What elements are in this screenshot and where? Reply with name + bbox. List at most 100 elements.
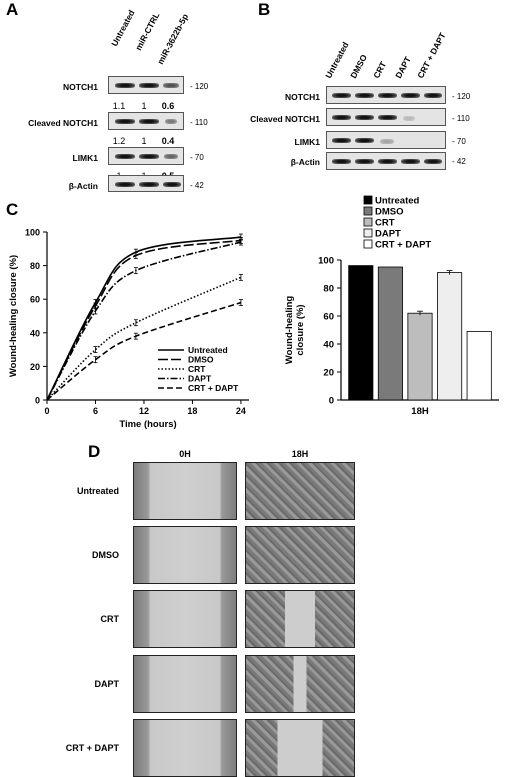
micrograph-18h (245, 718, 355, 777)
y-tick-label: 60 (323, 312, 334, 323)
row-label: DAPT (94, 678, 120, 689)
y-axis-label-line: Wound-healing (284, 296, 295, 365)
micrograph-18h (245, 526, 355, 585)
legend-label: Untreated (188, 345, 228, 355)
legend-label: CRT + DAPT (375, 240, 431, 251)
kda-marker: - 42 (452, 157, 466, 166)
row-label: Untreated (76, 486, 119, 496)
legend-swatch (363, 239, 373, 249)
bar (407, 312, 433, 401)
x-tick-label: 12 (139, 406, 149, 416)
x-tick-label: 6 (93, 406, 98, 416)
legend-label: DMSO (375, 207, 404, 218)
lane-header: miR-3622b-5p (155, 12, 191, 67)
blot-strip (326, 131, 446, 149)
legend-label: CRT (188, 364, 206, 374)
column-header: 18H (291, 449, 309, 459)
blot-strip (326, 152, 446, 170)
series-line (46, 239, 242, 401)
y-tick-label: 100 (318, 256, 334, 267)
lane-header: Untreated (323, 40, 351, 80)
y-tick-label: 80 (323, 284, 334, 295)
kda-marker: - 120 (190, 82, 209, 91)
micrograph-0h (133, 654, 237, 713)
blot-strip (108, 112, 184, 130)
quant-value: 1.2 (112, 136, 126, 146)
kda-marker: - 42 (190, 181, 204, 190)
kda-marker: - 70 (190, 153, 204, 162)
bar (377, 266, 403, 401)
legend-swatch (363, 206, 373, 216)
x-axis-label: Time (hours) (119, 419, 176, 430)
micrograph-0h (133, 462, 237, 520)
kda-marker: - 110 (190, 118, 208, 127)
bar (348, 265, 374, 401)
blot-strip (108, 175, 184, 192)
lane-header: CRT + DAPT (415, 30, 448, 80)
lane-header: CRT (371, 59, 389, 80)
blot-strip (326, 86, 446, 104)
blot-row-label: Cleaved NOTCH1 (250, 114, 320, 124)
y-tick-label: 40 (30, 328, 40, 338)
y-tick-label: 20 (323, 368, 334, 379)
y-tick-label: 0 (35, 396, 40, 406)
blot-strip (108, 76, 184, 94)
y-tick-label: 0 (329, 396, 334, 407)
kda-marker: - 70 (452, 137, 466, 146)
x-tick-label: 18 (187, 406, 197, 416)
panel-c-letter: C (6, 200, 19, 219)
legend-label: DAPT (375, 229, 401, 240)
blot-row-label: NOTCH1 (63, 82, 98, 92)
y-tick-label: 20 (30, 362, 40, 372)
legend-label: CRT (375, 218, 395, 229)
kda-marker: - 110 (452, 114, 470, 123)
y-axis-label: Wound-healing closure (%) (8, 255, 19, 377)
row-label: DMSO (92, 550, 119, 561)
lane-header: Untreated (109, 8, 137, 48)
legend-label: DAPT (188, 374, 212, 384)
kda-marker: - 120 (452, 92, 471, 101)
quant-value: 1 (141, 136, 147, 146)
blot-strip (108, 147, 184, 165)
blot-row-label: Cleaved NOTCH1 (28, 118, 98, 128)
bar (437, 272, 463, 401)
micrograph-18h (245, 590, 355, 649)
lane-header: DMSO (348, 52, 369, 80)
legend-label: CRT + DAPT (188, 383, 239, 393)
y-axis-label-line: closure (%) (295, 304, 306, 355)
row-label: CRT + DAPT (65, 742, 119, 753)
legend-label: Untreated (375, 196, 420, 207)
micrograph-18h (245, 462, 355, 520)
x-tick-label: 0 (44, 406, 49, 416)
micrograph-18h (245, 654, 355, 713)
lane-header: DAPT (393, 54, 413, 80)
blot-row-label: LIMK1 (294, 137, 321, 147)
micrograph-0h (133, 526, 237, 585)
series-line (46, 301, 242, 401)
legend-label: DMSO (188, 355, 214, 365)
x-category-label: 18H (411, 406, 429, 417)
y-tick-label: 100 (25, 228, 40, 238)
micrograph-0h (133, 590, 237, 649)
blot-strip (326, 108, 446, 126)
blot-row-label: β-Actin (68, 181, 98, 191)
quant-value: 0.4 (161, 136, 175, 146)
blot-row-label: β-Actin (290, 157, 320, 167)
series-line (46, 241, 242, 401)
legend-swatch (363, 217, 373, 227)
line-chart: 0 20 40 60 80 100 0 6 12 18 24 Time (hours) Wound-he… (8, 228, 249, 430)
quant-value: 1 (141, 101, 147, 111)
legend-swatch (363, 228, 373, 238)
row-label: CRT (100, 614, 120, 625)
y-tick-label: 80 (30, 261, 40, 271)
micrograph-0h (133, 718, 237, 777)
column-header: 0H (179, 449, 191, 459)
x-tick-label: 24 (236, 406, 246, 416)
y-tick-label: 60 (30, 295, 40, 305)
bar (466, 330, 492, 401)
y-axis-label: Wound-healingclosure (%) (284, 296, 306, 365)
quant-value: 1.1 (112, 101, 126, 111)
legend-swatch (363, 195, 373, 205)
series-line (46, 276, 242, 401)
